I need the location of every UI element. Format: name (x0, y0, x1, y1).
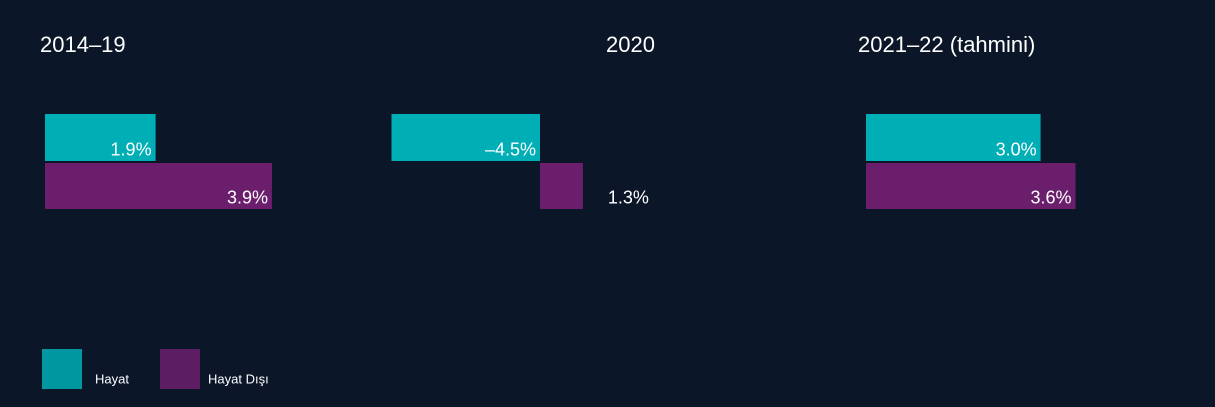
legend-label: Hayat (95, 371, 129, 386)
panel-title: 2020 (606, 32, 655, 57)
panel-title: 2021–22 (tahmini) (858, 32, 1035, 57)
bar (45, 114, 156, 161)
bar (391, 114, 540, 161)
value-label: 3.9% (227, 188, 268, 208)
value-label: –4.5% (485, 139, 536, 159)
bar (866, 163, 1076, 209)
value-label: 3.6% (1030, 188, 1071, 208)
bar (540, 163, 583, 209)
bar (45, 163, 272, 209)
value-label: 3.0% (996, 139, 1037, 159)
legend-label: Hayat Dışı (208, 371, 269, 386)
legend-swatch (42, 349, 82, 389)
panel-title: 2014–19 (40, 32, 126, 57)
value-label: 1.3% (608, 188, 649, 208)
value-label: 1.9% (111, 139, 152, 159)
legend-swatch (160, 349, 200, 389)
bar (866, 114, 1041, 161)
